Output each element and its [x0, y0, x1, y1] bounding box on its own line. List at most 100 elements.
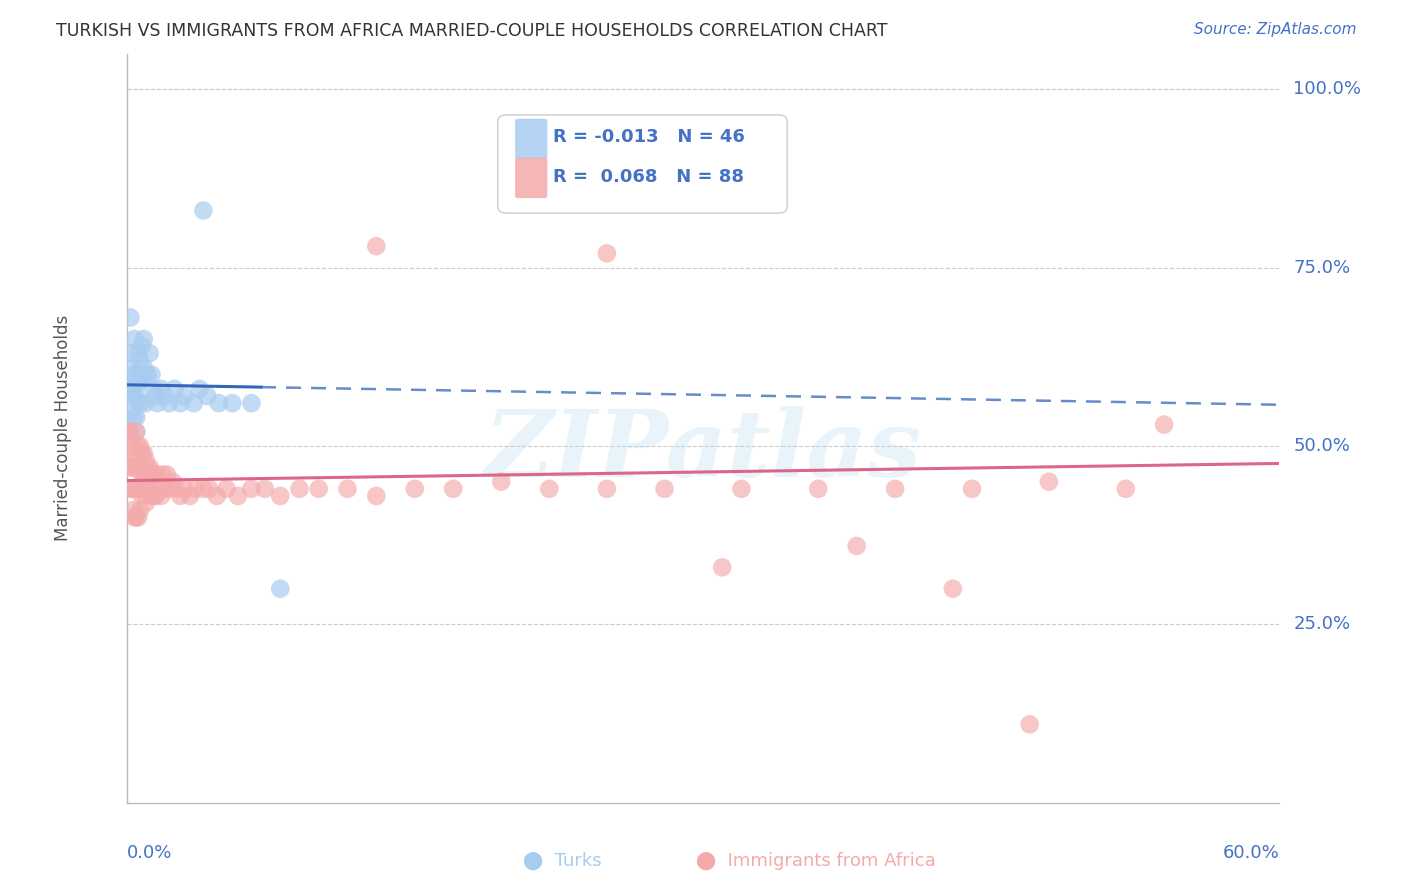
Turks	[125, 425, 148, 439]
Immigrants from Africa	[173, 482, 195, 496]
Immigrants from Africa	[136, 482, 159, 496]
Immigrants from Africa	[127, 439, 149, 453]
Turks	[127, 346, 149, 360]
Text: ZIPatlas: ZIPatlas	[485, 406, 921, 496]
Immigrants from Africa	[288, 482, 311, 496]
Turks	[138, 346, 160, 360]
Turks	[120, 310, 142, 325]
Text: Source: ZipAtlas.com: Source: ZipAtlas.com	[1194, 22, 1357, 37]
Immigrants from Africa	[145, 489, 166, 503]
Turks	[240, 396, 263, 410]
Turks	[129, 396, 152, 410]
FancyBboxPatch shape	[515, 119, 547, 159]
Turks	[125, 410, 148, 425]
Immigrants from Africa	[269, 489, 291, 503]
Immigrants from Africa	[121, 460, 143, 475]
Immigrants from Africa	[135, 453, 157, 467]
Turks	[183, 396, 205, 410]
Turks	[121, 382, 143, 396]
Turks	[122, 368, 145, 382]
FancyBboxPatch shape	[515, 158, 547, 198]
Immigrants from Africa	[366, 489, 388, 503]
Immigrants from Africa	[145, 467, 166, 482]
Immigrants from Africa	[153, 482, 176, 496]
Immigrants from Africa	[125, 453, 148, 467]
Immigrants from Africa	[141, 489, 163, 503]
Immigrants from Africa	[122, 439, 145, 453]
Immigrants from Africa	[121, 439, 143, 453]
Immigrants from Africa	[120, 425, 142, 439]
Turks	[122, 332, 145, 346]
Turks	[120, 346, 142, 360]
Immigrants from Africa	[184, 482, 207, 496]
Text: 100.0%: 100.0%	[1294, 80, 1361, 98]
Text: 60.0%: 60.0%	[1223, 844, 1279, 862]
Immigrants from Africa	[127, 460, 149, 475]
Turks	[146, 396, 169, 410]
Immigrants from Africa	[125, 510, 148, 524]
Immigrants from Africa	[441, 482, 464, 496]
Immigrants from Africa	[117, 425, 139, 439]
Immigrants from Africa	[146, 467, 169, 482]
Turks	[136, 368, 159, 382]
Immigrants from Africa	[654, 482, 676, 496]
Text: 25.0%: 25.0%	[1294, 615, 1350, 633]
Immigrants from Africa	[122, 510, 145, 524]
Immigrants from Africa	[169, 489, 191, 503]
Turks	[121, 403, 143, 417]
Immigrants from Africa	[129, 503, 152, 517]
Immigrants from Africa	[1115, 482, 1137, 496]
Text: 0.0%: 0.0%	[127, 844, 172, 862]
Text: R = -0.013   N = 46: R = -0.013 N = 46	[553, 128, 745, 146]
Immigrants from Africa	[142, 467, 165, 482]
Immigrants from Africa	[205, 489, 228, 503]
Immigrants from Africa	[253, 482, 276, 496]
Turks	[163, 382, 186, 396]
Immigrants from Africa	[138, 460, 160, 475]
Turks	[129, 353, 152, 368]
Immigrants from Africa	[730, 482, 752, 496]
Text: 50.0%: 50.0%	[1294, 437, 1350, 455]
Immigrants from Africa	[131, 489, 153, 503]
Immigrants from Africa	[179, 489, 201, 503]
Immigrants from Africa	[131, 446, 153, 460]
Immigrants from Africa	[131, 467, 153, 482]
Turks	[125, 368, 148, 382]
Immigrants from Africa	[1018, 717, 1040, 731]
Turks	[153, 389, 176, 403]
Turks	[129, 375, 152, 389]
Immigrants from Africa	[150, 489, 173, 503]
Immigrants from Africa	[499, 168, 522, 182]
Turks	[173, 389, 195, 403]
FancyBboxPatch shape	[498, 115, 787, 213]
Immigrants from Africa	[308, 482, 330, 496]
Turks	[193, 203, 215, 218]
Immigrants from Africa	[129, 482, 152, 496]
Immigrants from Africa	[240, 482, 263, 496]
Immigrants from Africa	[845, 539, 868, 553]
Immigrants from Africa	[129, 460, 152, 475]
Immigrants from Africa	[193, 482, 215, 496]
Immigrants from Africa	[198, 482, 221, 496]
Immigrants from Africa	[960, 482, 983, 496]
Turks	[208, 396, 231, 410]
Immigrants from Africa	[942, 582, 965, 596]
Immigrants from Africa	[132, 467, 155, 482]
Immigrants from Africa	[596, 482, 619, 496]
Turks	[122, 389, 145, 403]
Immigrants from Africa	[122, 460, 145, 475]
Turks	[169, 396, 191, 410]
Turks	[269, 582, 291, 596]
Immigrants from Africa	[135, 475, 157, 489]
Immigrants from Africa	[1153, 417, 1175, 432]
Immigrants from Africa	[120, 453, 142, 467]
Turks	[132, 332, 155, 346]
Turks	[131, 339, 153, 353]
Turks	[195, 389, 218, 403]
Immigrants from Africa	[141, 467, 163, 482]
Immigrants from Africa	[120, 482, 142, 496]
Immigrants from Africa	[404, 482, 426, 496]
Immigrants from Africa	[156, 467, 179, 482]
Immigrants from Africa	[125, 425, 148, 439]
Text: ⬤  Turks: ⬤ Turks	[523, 851, 602, 870]
